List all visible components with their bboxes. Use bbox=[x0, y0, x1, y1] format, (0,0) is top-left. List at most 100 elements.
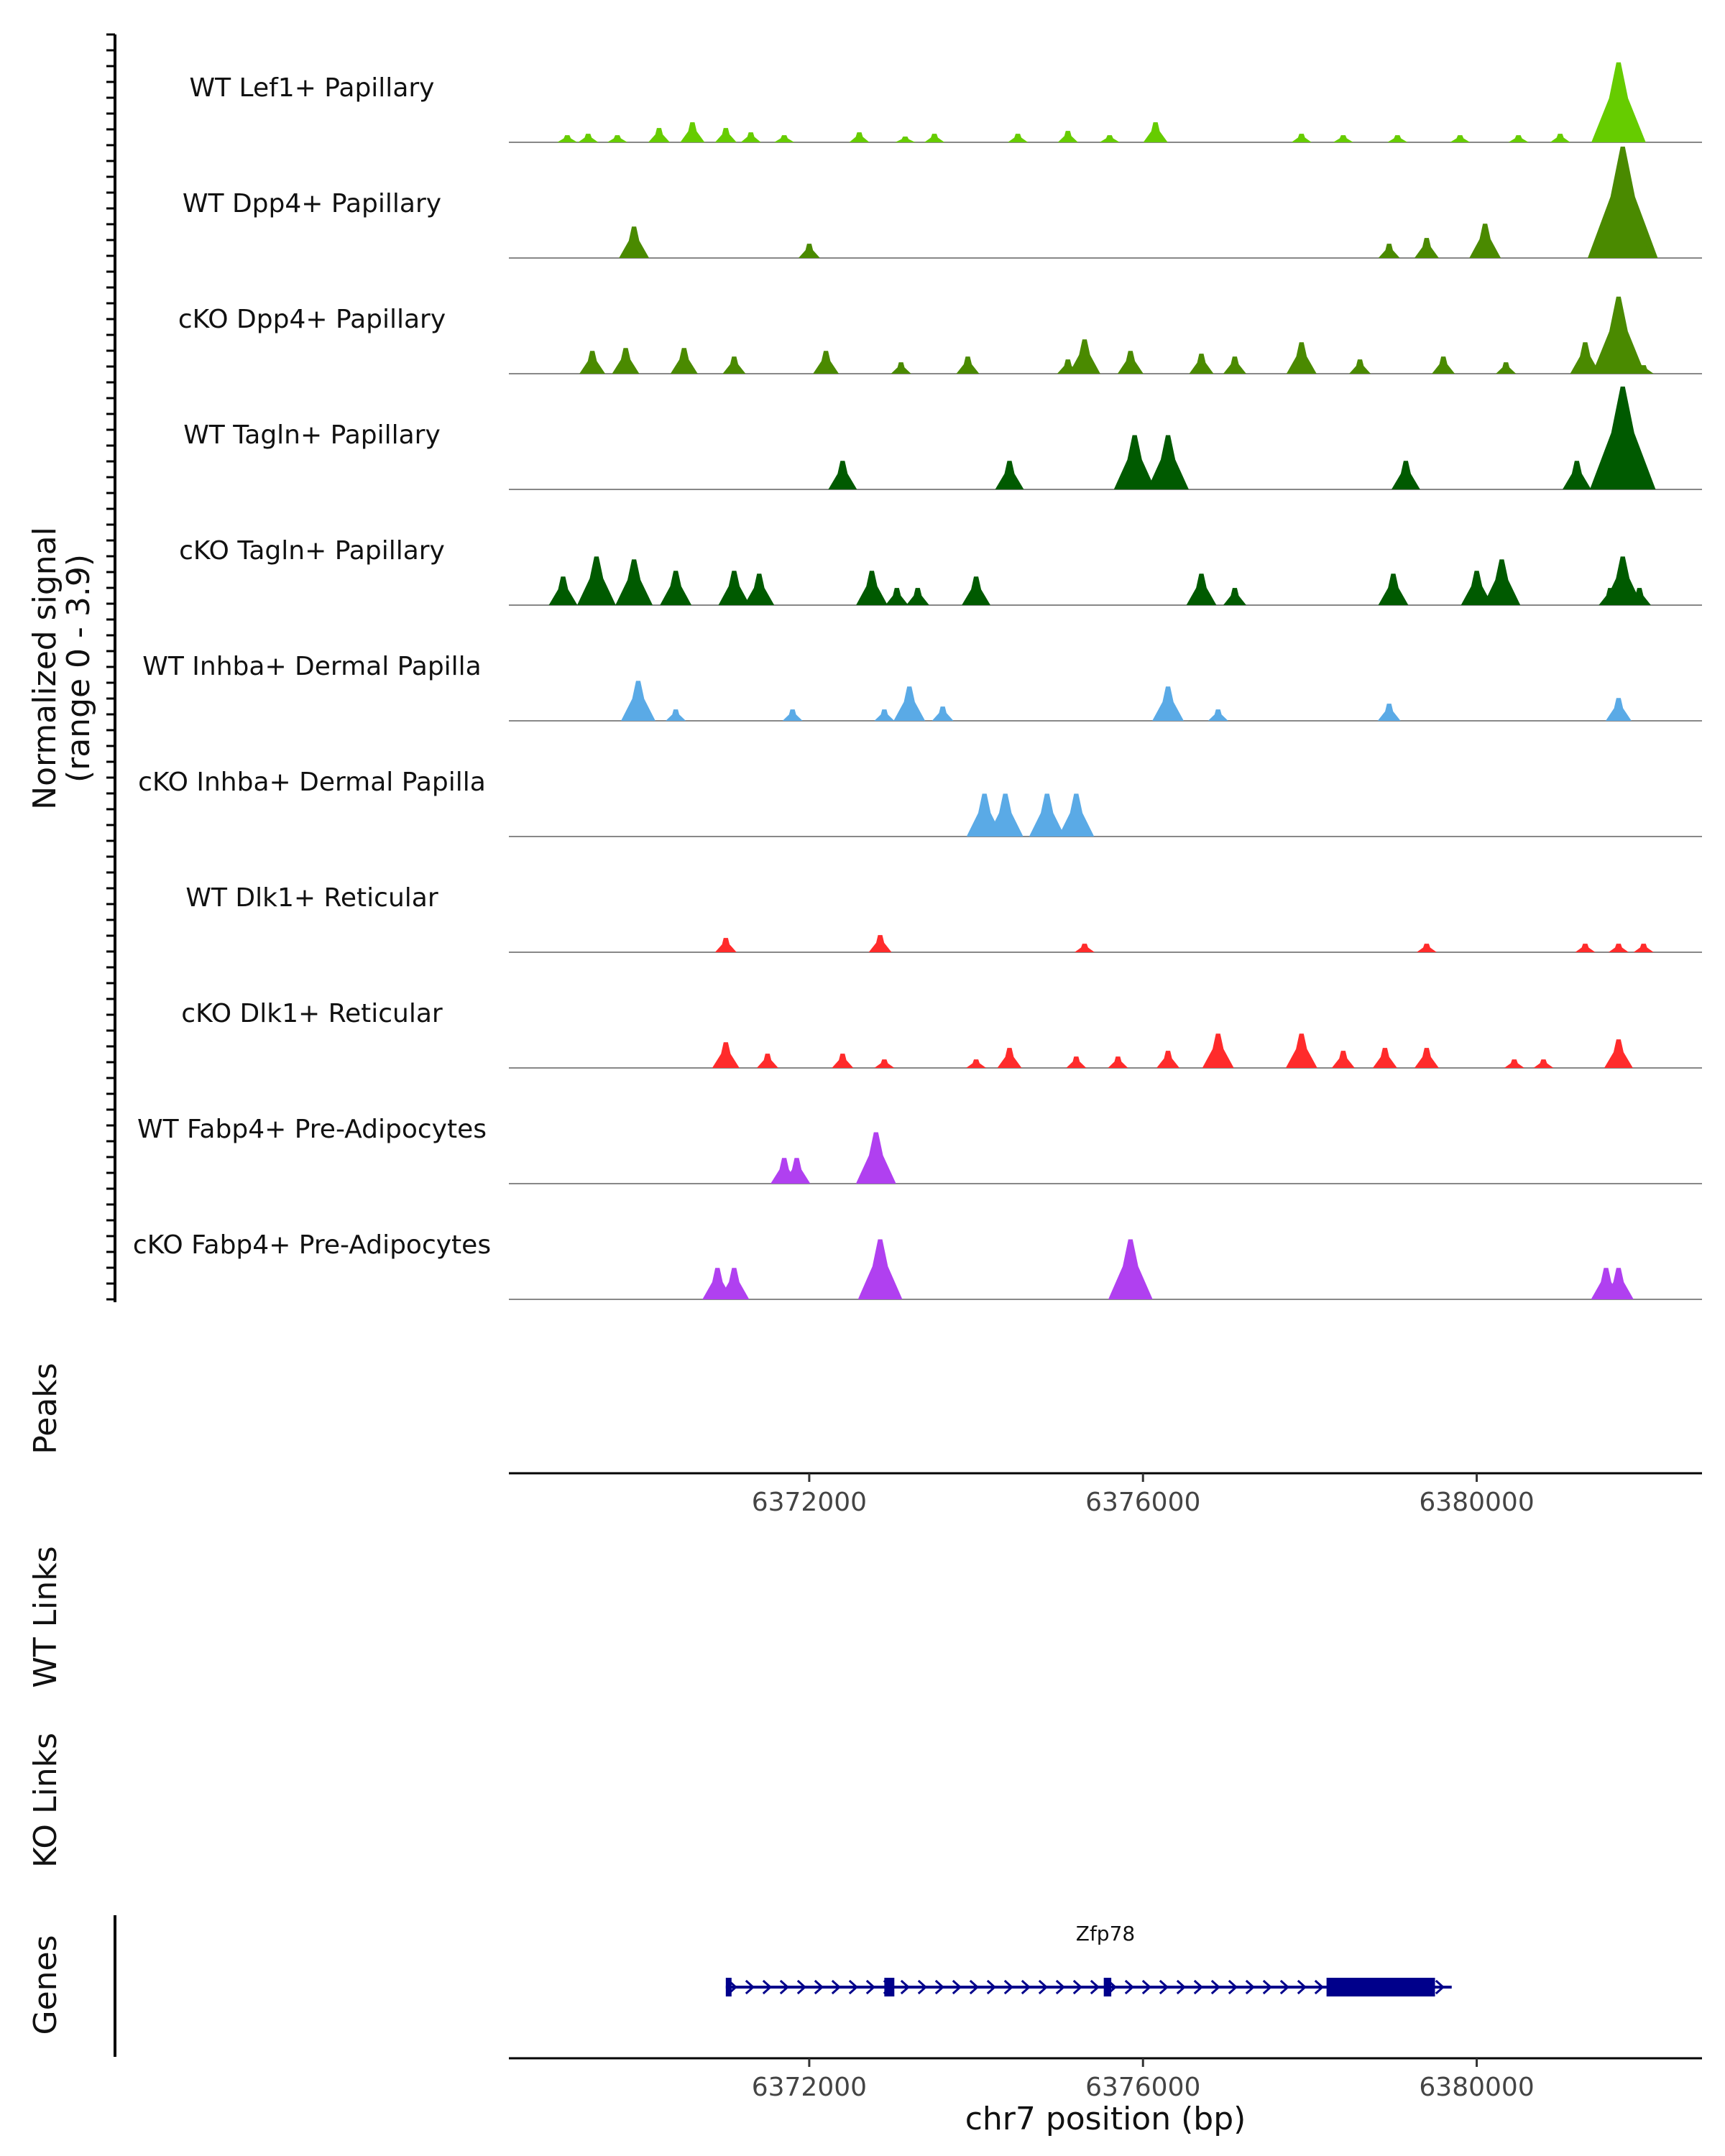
coverage-track: WT Dpp4+ Papillary bbox=[183, 147, 1702, 259]
gene-model: Zfp78 bbox=[725, 1922, 1452, 1996]
strand-arrow bbox=[986, 1979, 997, 1995]
coverage-peak bbox=[1533, 1059, 1554, 1068]
coverage-peak bbox=[1591, 62, 1646, 142]
ko-links-track-label: KO Links bbox=[27, 1733, 64, 1868]
coverage-peak bbox=[885, 588, 908, 605]
coverage-peak bbox=[1108, 1056, 1128, 1068]
coverage-peak bbox=[722, 356, 746, 374]
coverage-peak bbox=[1625, 134, 1646, 142]
coverage-peak bbox=[997, 1048, 1022, 1068]
coverage-peak bbox=[1460, 571, 1493, 605]
coverage-peak bbox=[832, 1054, 854, 1068]
track-label: WT Lef1+ Papillary bbox=[190, 73, 435, 103]
coverage-peak bbox=[1562, 461, 1591, 489]
peaks-x-axis: 6372000 6376000 6380000 bbox=[752, 1473, 1535, 1517]
track-label: WT Dlk1+ Reticular bbox=[185, 883, 438, 913]
strand-arrow bbox=[1141, 1979, 1152, 1995]
gene-exon bbox=[1326, 1978, 1435, 1996]
coverage-peak bbox=[1387, 135, 1408, 142]
coverage-peak bbox=[1202, 1033, 1234, 1068]
coverage-peak bbox=[1469, 224, 1501, 258]
coverage-peak bbox=[849, 132, 870, 142]
coverage-peak bbox=[548, 576, 578, 605]
coverage-peak bbox=[966, 1059, 987, 1068]
coverage-peak bbox=[1069, 339, 1100, 374]
coverage-peak bbox=[895, 137, 916, 142]
coverage-peak bbox=[1633, 365, 1654, 374]
genes-track-label: Genes bbox=[27, 1935, 64, 2035]
coverage-peak bbox=[1608, 944, 1629, 952]
coverage-peak bbox=[1152, 686, 1184, 721]
track-label: WT Fabp4+ Pre-Adipocytes bbox=[137, 1115, 487, 1144]
strand-arrow bbox=[865, 1979, 876, 1995]
coverage-peak bbox=[1570, 342, 1601, 374]
strand-arrow bbox=[779, 1979, 790, 1995]
coverage-peak bbox=[783, 1158, 811, 1184]
strand-arrow bbox=[796, 1979, 807, 1995]
coverage-peak bbox=[615, 559, 653, 605]
coverage-peak bbox=[1414, 1048, 1439, 1068]
coverage-peak bbox=[607, 135, 627, 142]
coverage-peak bbox=[1286, 342, 1317, 374]
coverage-peak bbox=[995, 461, 1024, 489]
coverage-peak bbox=[1349, 359, 1371, 374]
track-label: cKO Inhba+ Dermal Papilla bbox=[138, 768, 486, 797]
coverage-peak bbox=[1508, 135, 1529, 142]
track-label: WT Dpp4+ Papillary bbox=[183, 189, 441, 218]
wt-links-track-label: WT Links bbox=[27, 1546, 64, 1687]
coverage-peak bbox=[1632, 244, 1655, 258]
coverage-peak bbox=[868, 935, 892, 952]
coverage-peak bbox=[740, 132, 761, 142]
coverage-peak bbox=[666, 709, 686, 721]
coverage-peak bbox=[1575, 944, 1596, 952]
y-axis-range-label: (range 0 - 3.9) bbox=[60, 554, 97, 783]
coverage-peak bbox=[744, 573, 775, 605]
strand-arrow bbox=[1003, 1979, 1014, 1995]
coverage-peak bbox=[1504, 1059, 1524, 1068]
coverage-peak bbox=[621, 681, 656, 721]
coverage-peak bbox=[1223, 356, 1246, 374]
coverage-peak bbox=[1186, 573, 1217, 605]
coverage-peak bbox=[1058, 793, 1095, 837]
coverage-peak bbox=[874, 709, 895, 721]
coverage-peak bbox=[906, 588, 929, 605]
coverage-peak bbox=[1008, 134, 1029, 142]
coverage-peak bbox=[1291, 134, 1312, 142]
coverage-peak bbox=[1604, 1039, 1633, 1068]
strand-arrow bbox=[1314, 1979, 1325, 1995]
coverage-peak bbox=[1057, 131, 1078, 142]
coverage-peak bbox=[924, 134, 945, 142]
coverage-peak bbox=[893, 686, 926, 721]
genes-x-axis: 6372000 6376000 6380000 bbox=[752, 2058, 1535, 2102]
coverage-peak bbox=[670, 348, 698, 374]
coverage-track: WT Fabp4+ Pre-Adipocytes bbox=[137, 1115, 1702, 1184]
coverage-peak bbox=[1377, 704, 1401, 721]
strand-arrow bbox=[1245, 1979, 1256, 1995]
coverage-peak bbox=[1592, 296, 1645, 374]
coverage-peak bbox=[1331, 1051, 1355, 1068]
coverage-peak bbox=[1633, 944, 1654, 952]
x-axis-title: chr7 position (bp) bbox=[965, 2101, 1246, 2137]
coverage-peak bbox=[714, 128, 737, 142]
strand-arrow bbox=[1038, 1979, 1049, 1995]
coverage-track: cKO Dlk1+ Reticular bbox=[181, 999, 1702, 1069]
coverage-peak bbox=[648, 128, 670, 142]
coverage-track: WT Dlk1+ Reticular bbox=[185, 883, 1702, 953]
coverage-peak bbox=[813, 351, 840, 374]
coverage-peak bbox=[987, 793, 1024, 837]
coverage-peak bbox=[962, 576, 991, 605]
coverage-peak bbox=[856, 571, 888, 605]
coverage-peak bbox=[1496, 362, 1517, 374]
coverage-peak bbox=[1550, 134, 1570, 142]
strand-arrow bbox=[1090, 1979, 1100, 1995]
coverage-peak bbox=[1627, 588, 1651, 605]
strand-arrow bbox=[1262, 1979, 1273, 1995]
strand-arrow bbox=[1176, 1979, 1187, 1995]
coverage-peak bbox=[1416, 944, 1437, 952]
coverage-peak bbox=[1117, 351, 1144, 374]
strand-arrow bbox=[1055, 1979, 1066, 1995]
x-tick-label: 6372000 bbox=[752, 1488, 867, 1517]
track-label: cKO Dpp4+ Papillary bbox=[178, 305, 446, 334]
strand-arrow bbox=[1279, 1979, 1290, 1995]
